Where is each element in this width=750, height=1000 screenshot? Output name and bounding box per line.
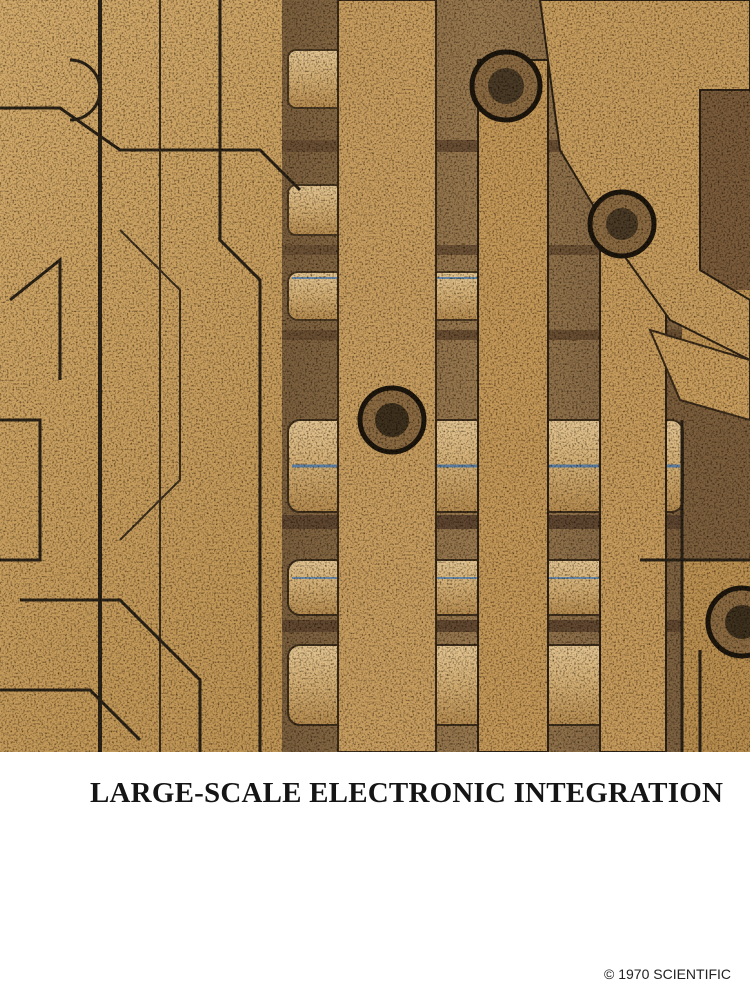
circuit-micrograph-svg (0, 0, 750, 752)
cover-headline: LARGE-SCALE ELECTRONIC INTEGRATION (90, 777, 724, 809)
copyright-notice: © 1970 SCIENTIFIC (604, 966, 732, 982)
circuit-micrograph-photo (0, 0, 750, 752)
